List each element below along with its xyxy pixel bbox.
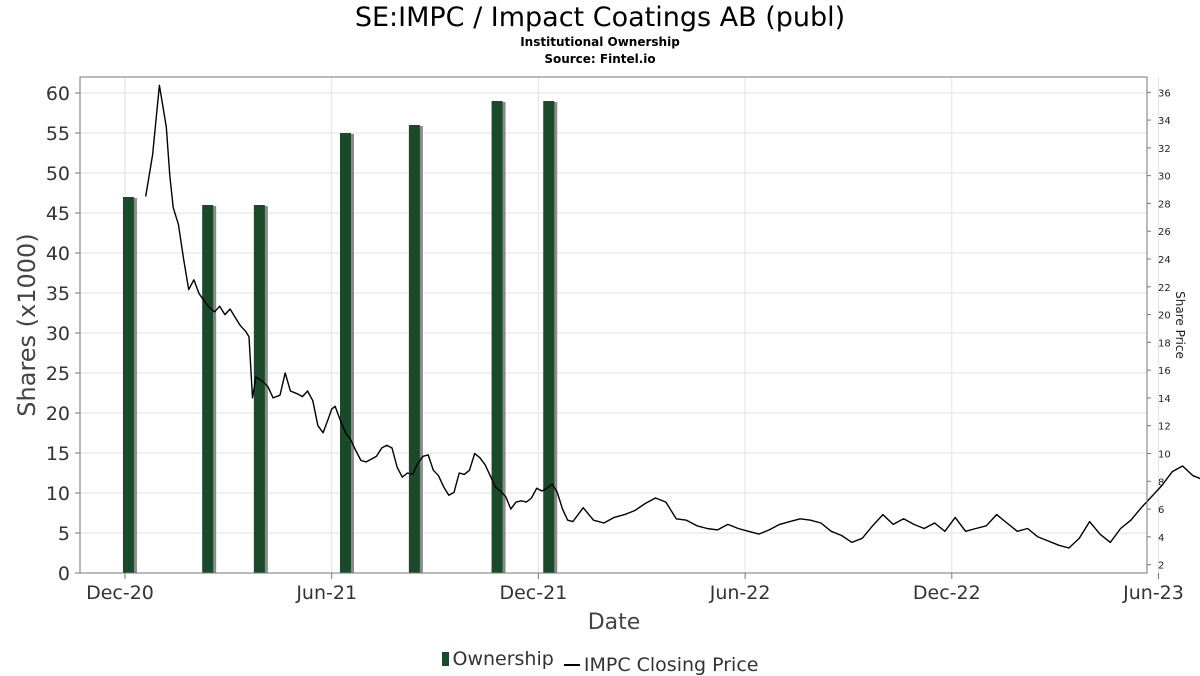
y-tick-label: 15 (46, 443, 70, 465)
y-tick-label: 35 (46, 283, 70, 305)
x-tick-label: Jun-22 (709, 582, 771, 604)
y2-axis-label: Share Price (1173, 291, 1187, 359)
x-tick-label: Dec-21 (499, 582, 567, 604)
left-axis-ticks: 0 5 10 15 20 25 30 35 40 45 50 55 60 (46, 83, 80, 585)
legend: Ownership IMPC Closing Price (0, 648, 1200, 676)
y2-tick-label: 28 (1158, 199, 1171, 210)
legend-swatch-bar (441, 652, 449, 666)
y2-tick-label: 6 (1158, 505, 1164, 516)
y2-tick-label: 36 (1158, 88, 1171, 99)
y-tick-label: 55 (46, 123, 70, 145)
y2-tick-label: 14 (1158, 394, 1171, 405)
y-tick-label: 30 (46, 323, 70, 345)
y2-tick-label: 26 (1158, 227, 1171, 238)
y2-tick-label: 32 (1158, 144, 1171, 155)
legend-item-price: IMPC Closing Price (560, 654, 759, 676)
ownership-bar (491, 101, 503, 573)
y2-tick-label: 24 (1158, 255, 1171, 266)
legend-swatch-line (563, 664, 580, 666)
price-line-group (145, 84, 1200, 549)
ownership-bar (543, 101, 555, 573)
legend-label-ownership: Ownership (452, 648, 554, 670)
y2-tick-label: 2 (1158, 561, 1164, 572)
y2-tick-label: 18 (1158, 338, 1171, 349)
y2-tick-label: 4 (1158, 533, 1164, 544)
y2-tick-label: 16 (1158, 366, 1171, 377)
x-tick-label: Dec-20 (86, 582, 154, 604)
y-tick-label: 25 (46, 363, 70, 385)
ownership-bar (122, 197, 134, 573)
y2-tick-label: 22 (1158, 283, 1171, 294)
grid-lines (80, 77, 1159, 574)
legend-item-ownership: Ownership (441, 648, 554, 670)
price-line (145, 84, 1200, 549)
y2-tick-label: 34 (1158, 116, 1171, 127)
y2-tick-label: 12 (1158, 422, 1171, 433)
y-tick-label: 50 (46, 163, 70, 185)
x-tick-label: Jun-23 (1122, 582, 1184, 604)
y-axis-label: Shares (x1000) (13, 233, 41, 416)
x-tick-label: Dec-22 (913, 582, 981, 604)
y2-tick-label: 30 (1158, 172, 1171, 183)
x-axis-label: Date (588, 610, 641, 635)
ownership-bar (408, 125, 420, 573)
x-tick-label: Jun-21 (295, 582, 357, 604)
ownership-bars (122, 101, 558, 573)
ownership-bar (202, 205, 214, 573)
y-tick-label: 0 (58, 563, 70, 585)
ownership-bar (253, 205, 265, 573)
y2-tick-label: 20 (1158, 311, 1171, 322)
y2-tick-label: 10 (1158, 450, 1171, 461)
y-tick-label: 20 (46, 403, 70, 425)
ownership-bar (339, 133, 351, 573)
chart-subtitle-1: Institutional Ownership (520, 35, 680, 49)
plot-frame (79, 76, 1148, 574)
legend-label-price: IMPC Closing Price (583, 654, 759, 676)
y2-tick-label: 8 (1158, 477, 1164, 488)
y-tick-label: 10 (46, 483, 70, 505)
y-tick-label: 60 (46, 83, 70, 105)
y-tick-label: 5 (58, 523, 70, 545)
chart-title: SE:IMPC / Impact Coatings AB (publ) (354, 2, 846, 33)
y-tick-label: 45 (46, 203, 70, 225)
chart-subtitle-2: Source: Fintel.io (544, 52, 656, 66)
x-axis-ticks: Dec-20Jun-21Dec-21Jun-22Dec-22Jun-23Dec-… (86, 573, 1184, 604)
y-tick-label: 40 (46, 243, 70, 265)
